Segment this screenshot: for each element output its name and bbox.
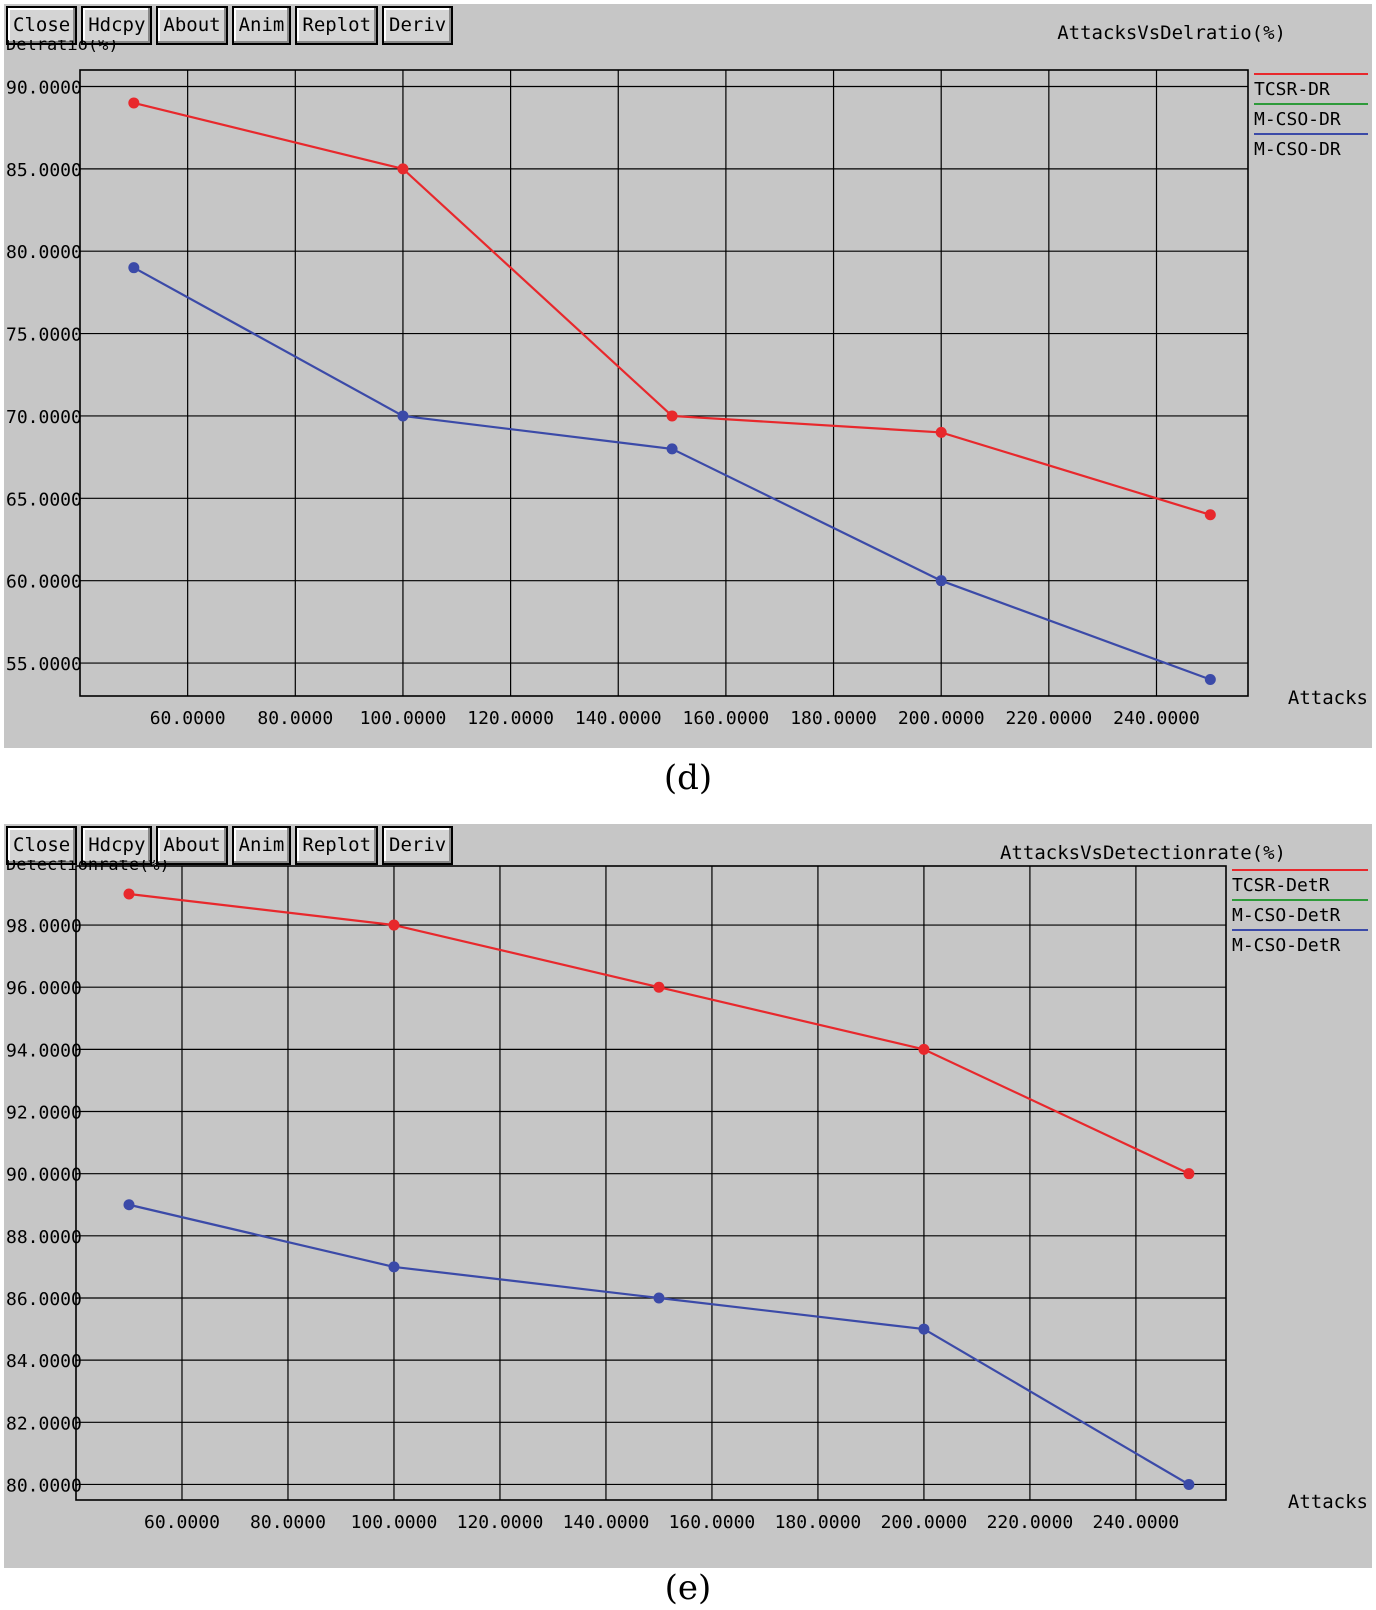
y-tick-label: 55.0000 (6, 654, 82, 675)
x-tick-label: 240.0000 (1093, 1512, 1180, 1533)
x-tick-label: 220.0000 (987, 1512, 1074, 1533)
y-tick-label: 75.0000 (6, 325, 82, 346)
data-point (388, 1261, 400, 1273)
x-tick-label: 180.0000 (790, 708, 877, 729)
x-tick-label: 220.0000 (1005, 708, 1092, 729)
y-tick-label: 85.0000 (6, 160, 82, 181)
data-point (666, 410, 678, 422)
y-tick-label: 90.0000 (6, 77, 82, 98)
x-tick-label: 240.0000 (1113, 708, 1200, 729)
x-tick-label: 80.0000 (257, 708, 333, 729)
y-tick-label: 70.0000 (6, 407, 82, 428)
chart-e: 60.0000 80.0000 100.0000 120.0000 140.0000 16… (6, 865, 1368, 1533)
x-tick-label: 80.0000 (250, 1512, 326, 1533)
x-axis-label: Attacks (1288, 687, 1368, 709)
data-point (666, 443, 678, 455)
figure-caption-d: (d) (663, 758, 713, 798)
hdcpy-button[interactable]: Hdcpy (81, 6, 153, 45)
replot-button[interactable]: Replot (295, 826, 379, 865)
x-tick-label: 100.0000 (351, 1512, 438, 1533)
chart-d: 60.0000 80.0000 100.0000 120.0000 140.0000 16… (6, 69, 1368, 729)
y-axis-label: Delratio(%) (6, 40, 119, 52)
y-tick-label: 80.0000 (6, 1475, 82, 1496)
chart-title: AttacksVsDelratio(%) (1057, 22, 1286, 44)
data-point (388, 919, 400, 931)
x-tick-label: 200.0000 (881, 1512, 968, 1533)
close-button[interactable]: Close (6, 826, 78, 865)
toolbar: Close Hdcpy About Anim Replot Deriv (6, 826, 454, 865)
data-point (1183, 1168, 1195, 1180)
data-point (397, 410, 409, 422)
data-point (128, 262, 140, 274)
legend-entry: M-CSO-DetR (1232, 935, 1341, 956)
y-tick-label: 88.0000 (6, 1227, 82, 1248)
about-button[interactable]: About (156, 826, 228, 865)
hdcpy-button[interactable]: Hdcpy (81, 826, 153, 865)
x-axis-label: Attacks (1288, 1491, 1368, 1513)
x-tick-label: 160.0000 (683, 708, 770, 729)
data-point (653, 1292, 665, 1304)
x-tick-label: 160.0000 (669, 1512, 756, 1533)
y-tick-label: 98.0000 (6, 916, 82, 937)
y-tick-label: 60.0000 (6, 572, 82, 593)
chart-title: AttacksVsDetectionrate(%) (1000, 842, 1286, 864)
x-tick-label: 60.0000 (150, 708, 226, 729)
y-tick-label: 84.0000 (6, 1351, 82, 1372)
legend-entry: M-CSO-DR (1254, 139, 1341, 160)
data-point (123, 888, 135, 900)
x-tick-label: 140.0000 (575, 708, 662, 729)
x-tick-label: 120.0000 (467, 708, 554, 729)
data-point (1204, 674, 1216, 686)
y-tick-label: 96.0000 (6, 978, 82, 999)
data-point (653, 981, 665, 993)
close-button[interactable]: Close (6, 6, 78, 45)
plot-window-d: Close Hdcpy About Anim Replot Deriv Atta… (4, 4, 1372, 748)
data-point (918, 1323, 930, 1335)
y-tick-label: 86.0000 (6, 1289, 82, 1310)
y-tick-label: 90.0000 (6, 1165, 82, 1186)
legend-entry: M-CSO-DR (1254, 109, 1341, 130)
data-point (1183, 1478, 1195, 1490)
x-tick-label: 100.0000 (360, 708, 447, 729)
legend-entry: TCSR-DR (1254, 79, 1330, 100)
x-tick-label: 60.0000 (144, 1512, 220, 1533)
data-point (397, 163, 409, 175)
anim-button[interactable]: Anim (231, 826, 292, 865)
data-point (123, 1199, 135, 1211)
x-tick-label: 200.0000 (898, 708, 985, 729)
about-button[interactable]: About (156, 6, 228, 45)
y-tick-label: 65.0000 (6, 489, 82, 510)
plot-frame (79, 69, 1249, 697)
y-tick-label: 80.0000 (6, 242, 82, 263)
x-tick-label: 140.0000 (563, 1512, 650, 1533)
data-point (935, 575, 947, 587)
anim-button[interactable]: Anim (231, 6, 292, 45)
data-point (935, 426, 947, 438)
plot-frame (75, 865, 1227, 1501)
figure-caption-e: (e) (664, 1568, 712, 1608)
toolbar: Close Hdcpy About Anim Replot Deriv (6, 6, 454, 45)
data-point (128, 97, 140, 109)
legend-entry: M-CSO-DetR (1232, 905, 1341, 926)
deriv-button[interactable]: Deriv (382, 826, 454, 865)
plot-window-e: Close Hdcpy About Anim Replot Deriv Atta… (4, 824, 1372, 1568)
y-tick-label: 94.0000 (6, 1040, 82, 1061)
y-tick-label: 92.0000 (6, 1103, 82, 1124)
data-point (1204, 509, 1216, 521)
y-tick-label: 82.0000 (6, 1413, 82, 1434)
x-tick-label: 180.0000 (775, 1512, 862, 1533)
x-tick-label: 120.0000 (457, 1512, 544, 1533)
legend-entry: TCSR-DetR (1232, 875, 1330, 896)
replot-button[interactable]: Replot (295, 6, 379, 45)
deriv-button[interactable]: Deriv (382, 6, 454, 45)
data-point (918, 1043, 930, 1055)
